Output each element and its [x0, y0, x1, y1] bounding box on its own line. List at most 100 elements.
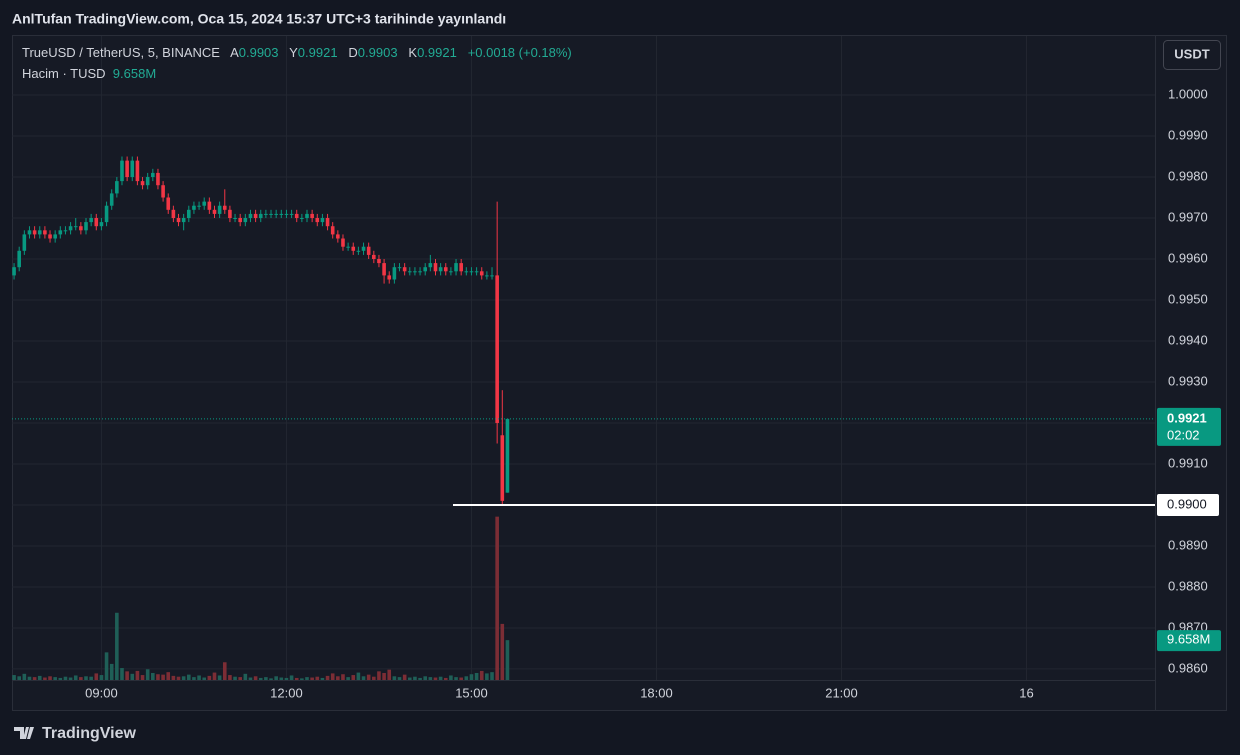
- volume-bar: [145, 669, 150, 680]
- candle-body: [325, 218, 330, 227]
- candle-body: [27, 230, 32, 235]
- candle-body: [151, 172, 155, 178]
- high-label: Y: [289, 45, 298, 60]
- volume-bar: [222, 662, 227, 680]
- candle-body: [63, 230, 68, 232]
- currency-button[interactable]: [1163, 40, 1221, 70]
- volume-bar: [130, 673, 135, 680]
- volume-bar: [253, 676, 258, 680]
- candle-body: [418, 271, 422, 273]
- candle-body: [438, 267, 443, 272]
- volume-bar: [310, 677, 314, 680]
- volume-bar: [505, 640, 510, 680]
- volume-bar: [140, 675, 145, 680]
- volume-bar: [73, 675, 78, 680]
- volume-bar: [500, 623, 505, 680]
- candle-body: [310, 213, 314, 219]
- volume-bar: [443, 677, 448, 680]
- volume-label-box: [1157, 630, 1221, 652]
- volume-bar: [474, 672, 479, 680]
- candle-body: [469, 271, 474, 273]
- candle-body: [166, 197, 171, 210]
- y-tick-label: 1.0000: [1168, 86, 1208, 101]
- candle-body: [279, 213, 284, 215]
- candle-body: [372, 254, 376, 260]
- y-tick-label: 0.9860: [1168, 660, 1208, 675]
- candle-body: [145, 177, 150, 186]
- candle-body: [171, 209, 176, 219]
- volume-bar: [217, 675, 222, 680]
- candle-body: [89, 218, 93, 223]
- volume-bar: [48, 676, 52, 680]
- candle-body: [176, 218, 181, 223]
- candle-body: [361, 246, 366, 251]
- volume-bar: [490, 672, 494, 680]
- candle-body: [330, 226, 335, 235]
- header-title: AnlTufan TradingView.com, Oca 15, 2024 1…: [12, 11, 506, 27]
- volume-bar: [125, 671, 129, 680]
- candle-body: [73, 226, 78, 228]
- close-value: 0.9921: [417, 45, 457, 60]
- volume-bar: [325, 675, 330, 680]
- candle-body: [58, 230, 63, 235]
- logo-icon: [14, 727, 34, 739]
- candle-body: [459, 263, 463, 272]
- volume-bar: [37, 675, 42, 680]
- change: +0.0018 (+0.18%): [467, 45, 572, 60]
- candle-body: [248, 213, 253, 219]
- candle-body: [68, 226, 73, 231]
- volume-bar: [84, 676, 88, 680]
- candle-body: [202, 201, 207, 206]
- volume-bar: [320, 677, 325, 680]
- y-tick-label: 0.9990: [1168, 127, 1208, 142]
- volume-bar: [274, 676, 278, 680]
- volume-bar: [17, 676, 21, 680]
- low-label: D: [348, 45, 358, 60]
- volume-bar: [387, 669, 392, 680]
- candle-body: [186, 209, 191, 219]
- candle-body: [79, 226, 83, 231]
- volume-bar: [315, 676, 320, 680]
- candle-body: [449, 271, 453, 273]
- candle-body: [474, 271, 479, 273]
- volume-title: Hacim · TUSD: [22, 66, 106, 81]
- volume-bar: [479, 670, 484, 680]
- x-tick-label: 21:00: [825, 685, 858, 700]
- y-tick-label: 0.9960: [1168, 250, 1208, 265]
- volume-bar: [485, 673, 489, 680]
- volume-bar: [279, 677, 284, 680]
- candle-body: [320, 218, 325, 223]
- candle-body: [197, 205, 201, 207]
- volume-bar: [104, 652, 109, 680]
- volume-bar: [397, 677, 402, 680]
- candle-body: [366, 246, 371, 255]
- volume-bar: [305, 677, 309, 680]
- volume-bar: [407, 677, 412, 680]
- footer-logo: TradingView: [14, 725, 137, 742]
- candle-body: [233, 218, 237, 220]
- x-tick-label: 16: [1019, 685, 1033, 700]
- candle-body: [104, 205, 109, 223]
- volume-bar: [454, 677, 458, 680]
- candle-body: [253, 213, 258, 219]
- volume-bar: [428, 677, 433, 680]
- volume-bar: [212, 672, 217, 680]
- candle-body: [356, 250, 361, 252]
- volume-bar: [79, 677, 83, 680]
- volume-bar: [464, 676, 469, 680]
- x-tick-label: 09:00: [85, 685, 118, 700]
- candle-body: [454, 263, 458, 272]
- candle-body: [264, 213, 268, 215]
- volume-bar: [361, 676, 366, 680]
- candle-body: [392, 267, 397, 280]
- candle-body: [53, 234, 57, 239]
- open-label: A: [230, 45, 239, 60]
- y-tick-label: 0.9910: [1168, 455, 1208, 470]
- candle-body: [346, 246, 350, 248]
- price-line-label: 0.9900: [1167, 496, 1207, 511]
- high-value: 0.9921: [297, 45, 338, 60]
- candle-body: [428, 263, 433, 268]
- y-tick-label: 0.9880: [1168, 578, 1208, 593]
- currency-label[interactable]: USDT: [1174, 46, 1209, 61]
